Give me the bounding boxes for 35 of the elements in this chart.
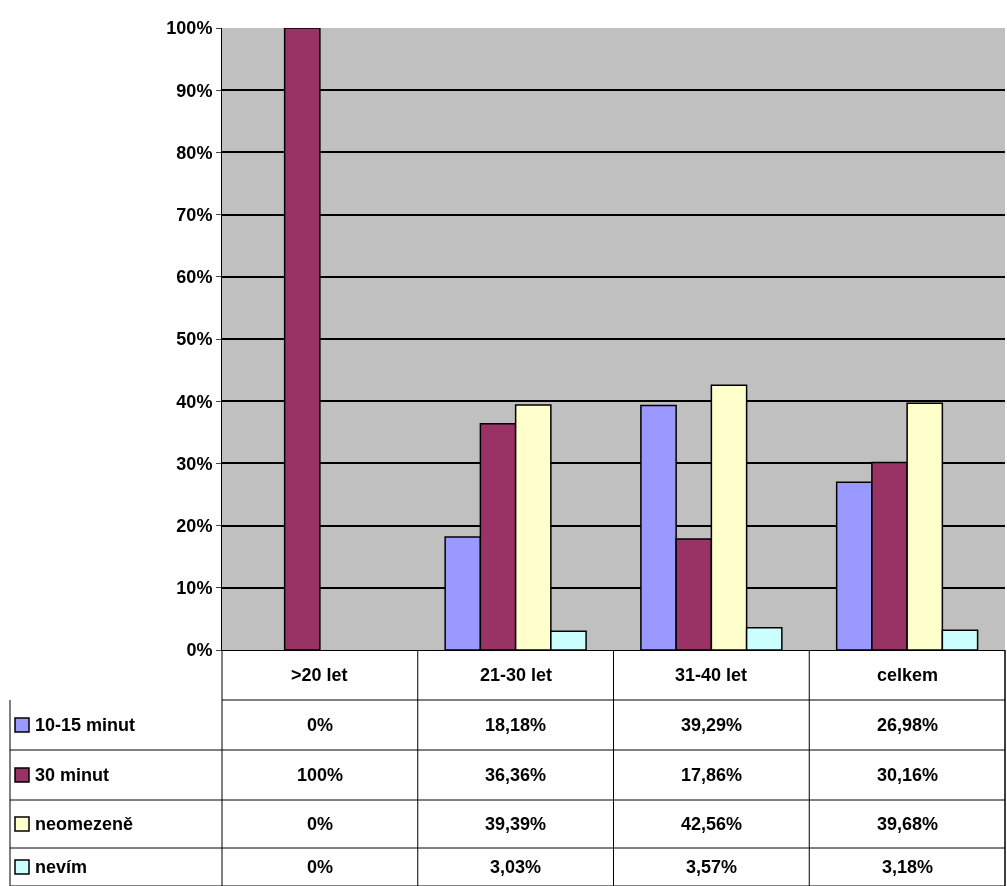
y-tick-label: 60% <box>176 267 213 288</box>
x-tick-label: 31-40 let <box>675 665 748 685</box>
legend-label: 30 minut <box>35 765 110 785</box>
data-label: 3,18% <box>882 857 934 877</box>
data-label: 18,18% <box>485 715 547 735</box>
y-tick-label: 0% <box>186 640 213 661</box>
legend-label: neomezeně <box>35 814 134 834</box>
y-tick-label: 50% <box>176 329 213 350</box>
x-tick-label: 21-30 let <box>480 665 553 685</box>
legend-label: nevím <box>35 857 88 877</box>
y-tick-label: 80% <box>176 142 213 163</box>
y-tick-label: 90% <box>176 80 213 101</box>
y-tick-label: 10% <box>176 578 213 599</box>
x-tick-label: celkem <box>877 665 939 685</box>
y-tick-label: 100% <box>166 18 213 39</box>
data-label: 39,68% <box>877 814 939 834</box>
data-label: 26,98% <box>877 715 939 735</box>
data-label: 30,16% <box>877 765 939 785</box>
data-label: 3,57% <box>686 857 738 877</box>
y-tick-label: 20% <box>176 515 213 536</box>
y-tick-label: 40% <box>176 391 213 412</box>
y-tick-label: 70% <box>176 204 213 225</box>
data-label: 39,29% <box>681 715 743 735</box>
data-label: 39,39% <box>485 814 547 834</box>
legend-label: 10-15 minut <box>35 715 136 735</box>
data-label: 17,86% <box>681 765 743 785</box>
data-label: 0% <box>307 814 334 834</box>
data-label: 42,56% <box>681 814 743 834</box>
data-label: 3,03% <box>490 857 542 877</box>
data-label: 0% <box>307 857 334 877</box>
x-tick-label: >20 let <box>291 665 348 685</box>
data-label: 0% <box>307 715 334 735</box>
y-tick-label: 30% <box>176 453 213 474</box>
data-label: 36,36% <box>485 765 547 785</box>
data-label: 100% <box>297 765 344 785</box>
